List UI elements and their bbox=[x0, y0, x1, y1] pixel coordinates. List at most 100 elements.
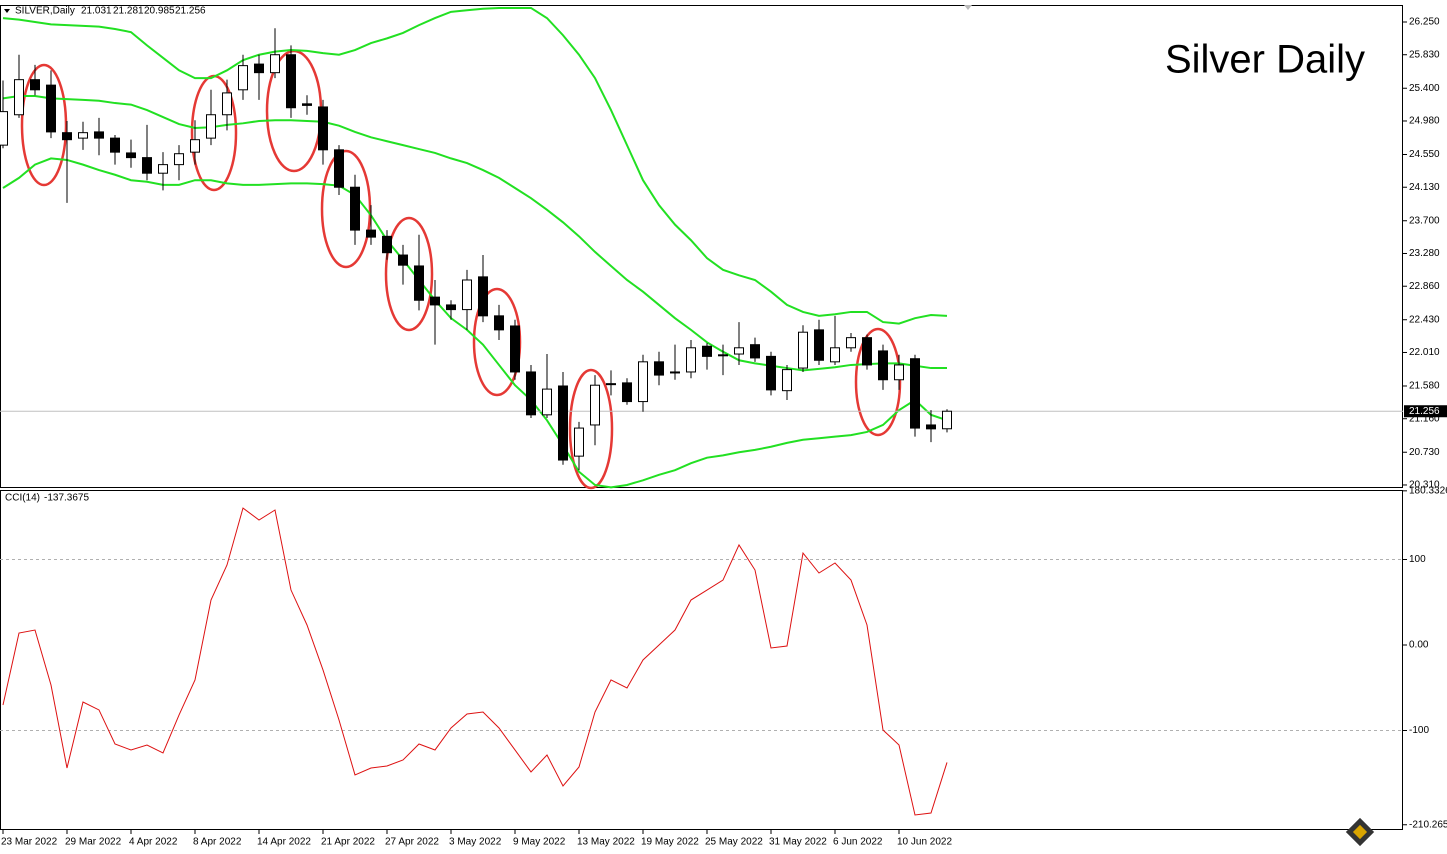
candle-body bbox=[494, 315, 504, 331]
candle-body bbox=[846, 337, 856, 349]
y-tick-label: 24.550 bbox=[1409, 149, 1440, 160]
shift-marker bbox=[964, 5, 972, 10]
candle-body bbox=[398, 254, 408, 266]
candle-body bbox=[14, 79, 24, 116]
candle-body bbox=[414, 265, 424, 301]
y-tick-label: 23.280 bbox=[1409, 248, 1440, 259]
x-tick-label: 3 May 2022 bbox=[449, 837, 502, 848]
y-tick-label: 26.250 bbox=[1409, 17, 1440, 28]
candle-body bbox=[862, 337, 872, 366]
candle-body bbox=[222, 92, 232, 116]
x-tick-label: 31 May 2022 bbox=[769, 837, 827, 848]
annotations bbox=[20, 49, 902, 490]
candle-body bbox=[878, 350, 888, 381]
price-tag bbox=[1404, 405, 1447, 418]
candle-body bbox=[238, 65, 248, 91]
candle-body bbox=[590, 384, 600, 426]
candle-body bbox=[158, 164, 168, 174]
candle-body bbox=[718, 354, 728, 357]
symbol: SILVER,Daily bbox=[15, 6, 75, 17]
logo-mark bbox=[1352, 824, 1368, 840]
candle-body bbox=[926, 424, 936, 430]
x-tick-label: 21 Apr 2022 bbox=[321, 837, 375, 848]
indicator-value: -137.3675 bbox=[44, 493, 89, 504]
y-tick-label: 24.980 bbox=[1409, 116, 1440, 127]
y-tick-label: -100 bbox=[1409, 725, 1429, 736]
x-tick-label: 23 Mar 2022 bbox=[1, 837, 58, 848]
candle-body bbox=[478, 276, 488, 317]
candle-body bbox=[750, 344, 760, 359]
candle-body bbox=[734, 347, 744, 355]
candle-body bbox=[366, 229, 376, 238]
candle-body bbox=[30, 79, 40, 91]
logo bbox=[1345, 817, 1375, 847]
x-tick-label: 25 May 2022 bbox=[705, 837, 763, 848]
candle-body bbox=[318, 106, 328, 151]
candle-body bbox=[110, 137, 120, 153]
candle-body bbox=[190, 139, 200, 153]
candle-body bbox=[910, 358, 920, 429]
indicator-title: CCI(14) bbox=[5, 493, 40, 504]
y-tick-label: 21.580 bbox=[1409, 381, 1440, 392]
candle-body bbox=[606, 383, 616, 386]
candle-body bbox=[334, 149, 344, 188]
candle-body bbox=[830, 347, 840, 363]
x-tick-label: 9 May 2022 bbox=[513, 837, 566, 848]
candle-body bbox=[702, 345, 712, 357]
band-line bbox=[2, 95, 947, 372]
price-tag-label: 21.256 bbox=[1409, 406, 1440, 417]
candle-body bbox=[942, 410, 952, 430]
candle-body bbox=[382, 235, 392, 254]
header-arrow bbox=[4, 9, 10, 13]
y-tick-label: -210.265 bbox=[1409, 819, 1447, 830]
candle-body bbox=[286, 54, 296, 109]
y-tick-label: 25.830 bbox=[1409, 49, 1440, 60]
header-close: 21.256 bbox=[175, 6, 206, 17]
candle-body bbox=[446, 304, 456, 311]
candle-body bbox=[94, 131, 104, 139]
candle-body bbox=[302, 103, 312, 106]
price-pane bbox=[0, 5, 1403, 488]
candle-body bbox=[686, 347, 696, 373]
x-tick-label: 10 Jun 2022 bbox=[897, 837, 952, 848]
y-tick-label: 23.700 bbox=[1409, 215, 1440, 226]
candle-body bbox=[174, 153, 184, 166]
header-open: 21.031 bbox=[81, 6, 112, 17]
y-tick-label: 22.430 bbox=[1409, 314, 1440, 325]
circle bbox=[320, 149, 372, 269]
x-tick-label: 4 Apr 2022 bbox=[129, 837, 178, 848]
candle-body bbox=[46, 84, 56, 133]
candle-body bbox=[510, 325, 520, 373]
band-line bbox=[2, 6, 948, 325]
candle-body bbox=[254, 63, 264, 74]
candle-body bbox=[62, 132, 72, 141]
chart-title: Silver Daily bbox=[1165, 38, 1365, 82]
candle-body bbox=[142, 157, 152, 174]
x-tick-label: 29 Mar 2022 bbox=[65, 837, 122, 848]
y-tick-label: 22.860 bbox=[1409, 281, 1440, 292]
candle-body bbox=[622, 382, 632, 403]
x-tick-label: 27 Apr 2022 bbox=[385, 837, 439, 848]
y-tick-label: 100 bbox=[1409, 554, 1426, 565]
y-tick-label: 24.130 bbox=[1409, 182, 1440, 193]
header-high: 21.281 bbox=[113, 6, 144, 17]
candle-body bbox=[782, 369, 792, 392]
candle-body bbox=[542, 388, 552, 416]
y-tick-label: 21.160 bbox=[1409, 413, 1440, 424]
candle-body bbox=[894, 364, 904, 381]
circle bbox=[20, 63, 68, 187]
y-tick-label: 20.730 bbox=[1409, 447, 1440, 458]
candle-body bbox=[654, 361, 664, 376]
candle-body bbox=[574, 427, 584, 457]
cci-pane bbox=[0, 490, 1403, 830]
y-tick-label: 22.010 bbox=[1409, 347, 1440, 358]
candle-body bbox=[270, 54, 280, 74]
candle-body bbox=[126, 152, 136, 159]
circle bbox=[568, 368, 614, 490]
candle-body bbox=[0, 111, 8, 146]
header-low: 20.985 bbox=[144, 6, 175, 17]
candle-body bbox=[206, 114, 216, 139]
y-tick-label: 0.00 bbox=[1409, 640, 1429, 651]
y-tick-label: 25.400 bbox=[1409, 83, 1440, 94]
